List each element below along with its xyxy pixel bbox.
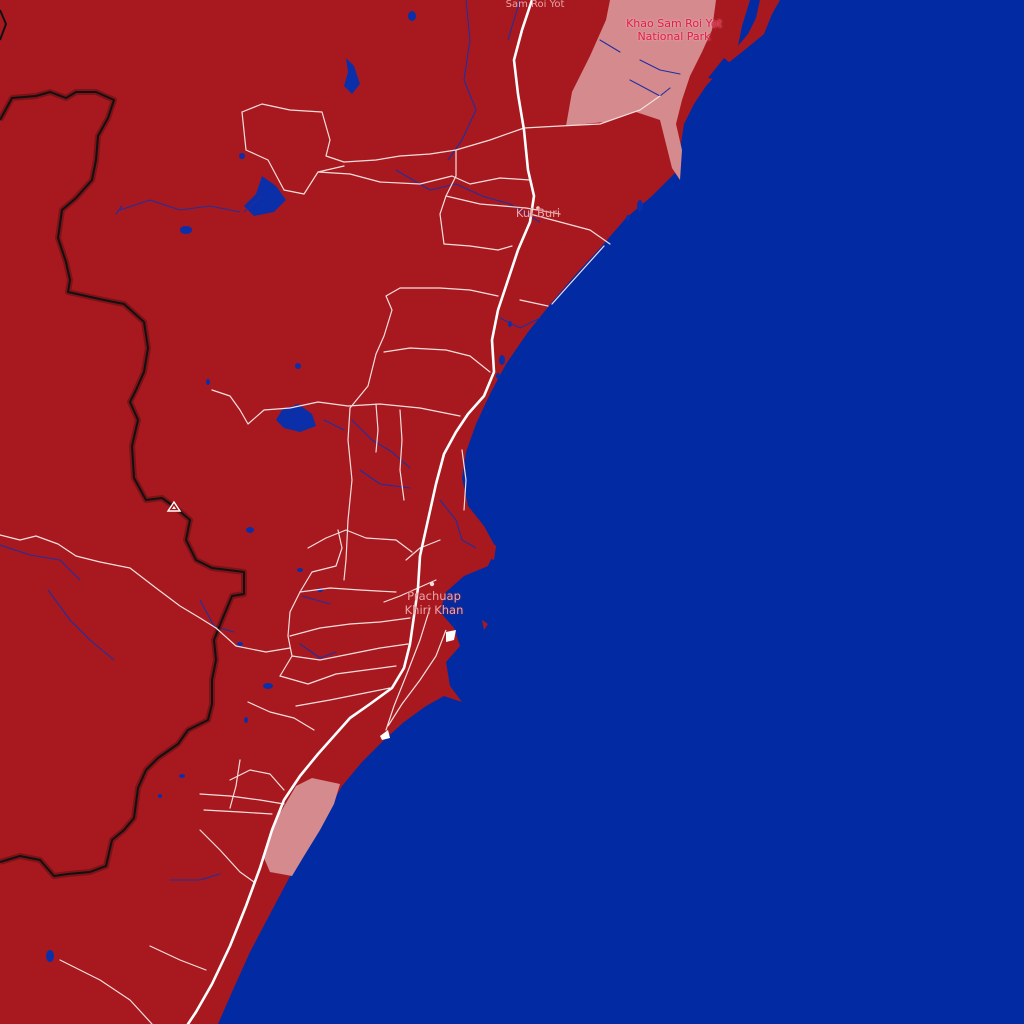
mountain-peak-icon [166, 500, 182, 512]
prachuap-town-marker [446, 630, 456, 642]
land-area [0, 0, 780, 1024]
minor-roads [0, 95, 661, 1024]
island [482, 620, 488, 630]
country-border [0, 9, 247, 879]
estuary [708, 58, 734, 80]
label-sam-roi-yot: Sam Roi Yot [505, 0, 565, 10]
kui-buri-dot [536, 206, 540, 210]
rivers [0, 0, 681, 881]
park-area-north [566, 0, 716, 180]
island [484, 538, 496, 560]
label-park-line1: Khao Sam Roi Yot [626, 17, 722, 30]
label-prachuap-line2: Khiri Khan [404, 603, 464, 617]
main-highway [186, 0, 536, 1024]
label-park-line2: National Park [637, 30, 711, 43]
label-national-park[interactable]: Khao Sam Roi Yot National Park [612, 17, 736, 43]
lakes [46, 11, 643, 962]
label-kui-buri[interactable]: Kui Buri [515, 206, 561, 220]
coastal-road [387, 629, 447, 727]
highway-marker [380, 730, 390, 740]
park-area-south [264, 778, 340, 876]
estuary [738, 0, 760, 46]
label-prachuap-line1: Prachuap [407, 589, 461, 603]
label-prachuap-khiri-khan[interactable]: Prachuap Khiri Khan [394, 589, 474, 617]
prachuap-dot [429, 581, 435, 587]
